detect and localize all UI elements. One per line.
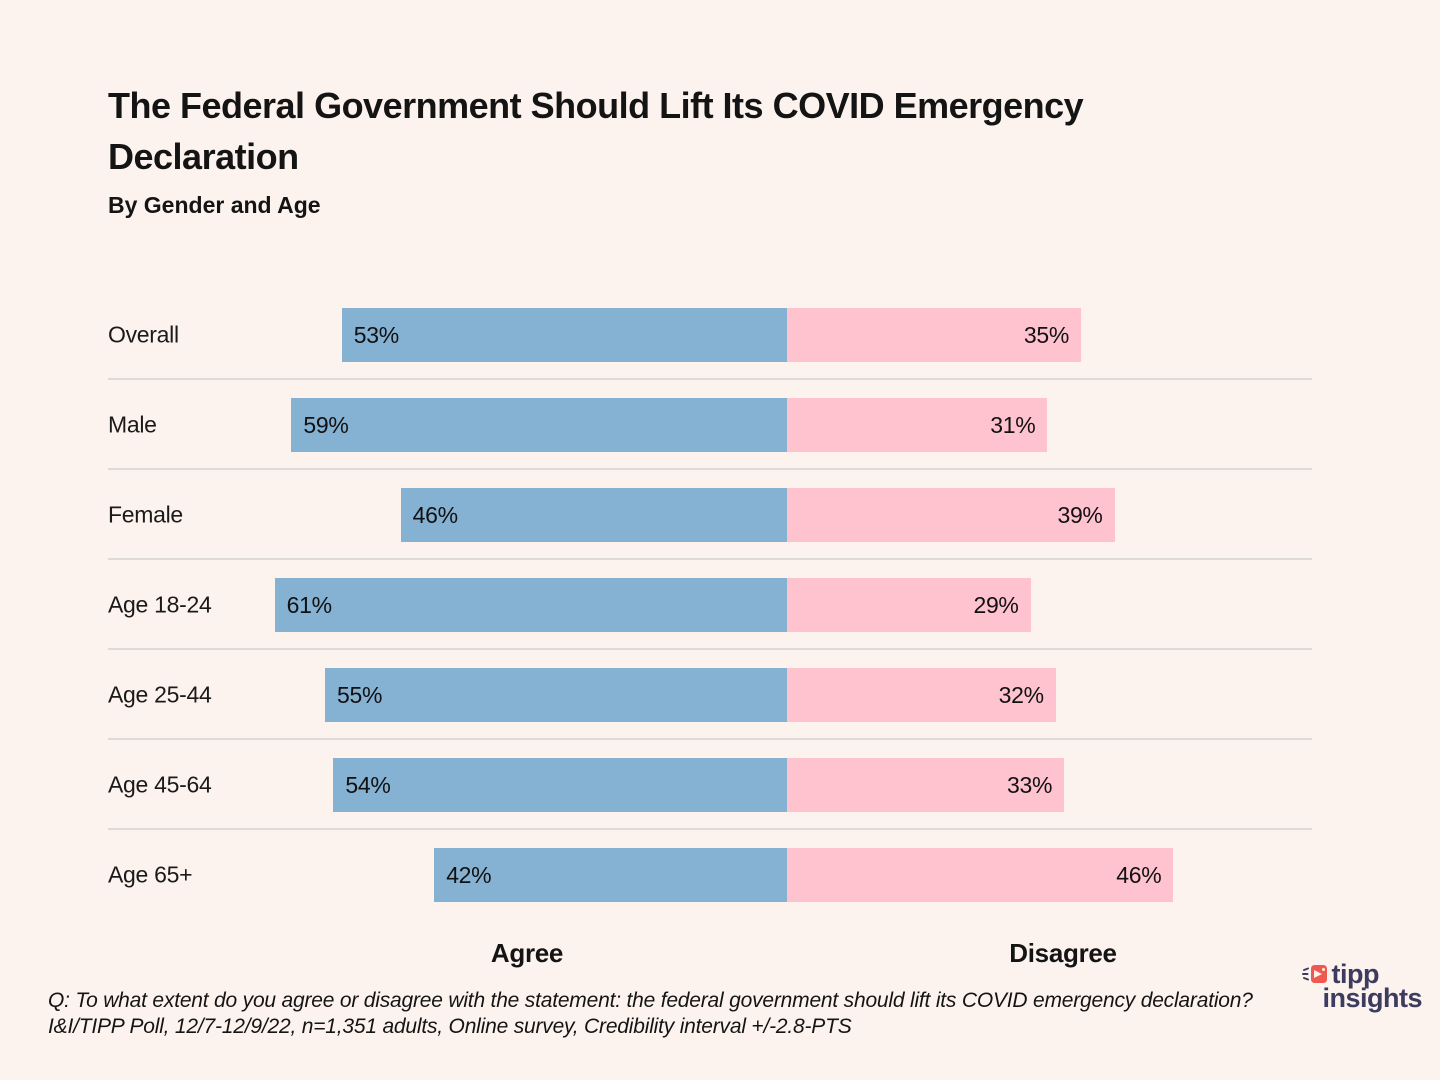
agree-value-label: 54% [345,771,391,798]
agree-bar: 55% [325,668,787,722]
agree-value-label: 61% [286,591,332,618]
agree-bar: 42% [434,848,787,902]
row-divider [108,738,1312,740]
chart-subtitle: By Gender and Age [108,192,321,218]
bar-row: Age 65+ 42% 46% [0,830,1440,920]
disagree-bar: 33% [787,758,1065,812]
agree-value-label: 53% [353,321,399,348]
legend-disagree-label: Disagree [1009,938,1117,968]
disagree-value-label: 35% [1023,321,1069,348]
agree-value-label: 59% [303,411,349,438]
agree-bar: 46% [400,488,787,542]
agree-value-label: 55% [337,681,383,708]
row-divider [108,378,1312,380]
agree-value-label: 42% [446,861,492,888]
disagree-bar: 29% [787,578,1031,632]
tipp-insights-logo: tipp insights [1302,959,1422,1013]
bar-chart: Overall 53% 35% Male 59% 31% Female 46% [0,290,1440,920]
agree-bar: 54% [333,758,787,812]
chart-title: The Federal Government Should Lift Its C… [108,85,1084,178]
logo-word-insights: insights [1322,982,1422,1013]
row-divider [108,468,1312,470]
category-label: Male [108,411,157,438]
legend: Agree Disagree [0,938,1440,972]
tipp-megaphone-icon [1302,964,1328,984]
row-divider [108,558,1312,560]
disagree-value-label: 31% [990,411,1036,438]
disagree-value-label: 29% [973,591,1019,618]
row-divider [108,828,1312,830]
disagree-value-label: 46% [1116,861,1162,888]
category-label: Overall [108,321,179,348]
category-label: Female [108,501,183,528]
source-question-note: Q: To what extent do you agree or disagr… [48,989,1253,1039]
disagree-value-label: 39% [1057,501,1103,528]
disagree-bar: 31% [787,398,1048,452]
disagree-bar: 32% [787,668,1056,722]
category-label: Age 25-44 [108,681,212,708]
agree-value-label: 46% [412,501,458,528]
disagree-value-label: 33% [1007,771,1053,798]
bar-row: Age 25-44 55% 32% [0,650,1440,740]
agree-bar: 59% [291,398,787,452]
bar-row: Age 18-24 61% 29% [0,560,1440,650]
disagree-bar: 46% [787,848,1174,902]
agree-bar: 61% [274,578,787,632]
legend-agree-label: Agree [490,938,564,968]
agree-bar: 53% [341,308,787,362]
category-label: Age 65+ [108,861,193,888]
disagree-value-label: 32% [998,681,1044,708]
row-divider [108,648,1312,650]
bar-row: Age 45-64 54% 33% [0,740,1440,830]
bar-row: Female 46% 39% [0,470,1440,560]
bar-row: Overall 53% 35% [0,290,1440,380]
category-label: Age 18-24 [108,591,212,618]
disagree-bar: 39% [787,488,1115,542]
disagree-bar: 35% [787,308,1081,362]
logo-word-tipp: tipp [1331,959,1379,989]
category-label: Age 45-64 [108,771,212,798]
bar-row: Male 59% 31% [0,380,1440,470]
